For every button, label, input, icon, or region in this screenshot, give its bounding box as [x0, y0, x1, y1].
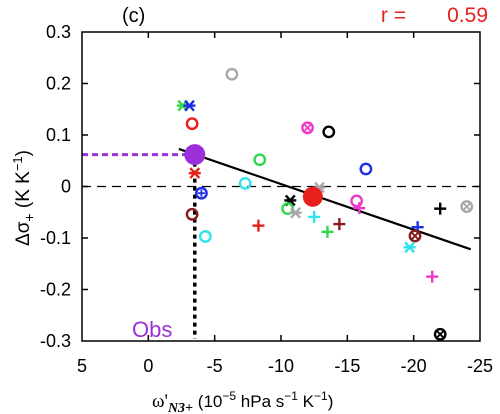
y-tick-label: -0.1 [40, 228, 71, 248]
data-point [460, 200, 474, 213]
data-point [408, 229, 422, 243]
x-tick-label: -15 [334, 356, 360, 376]
axis-ticks: 5 0 -5 -10 -15 -20 -25 -0.3 -0.2 -0.1 0 0.1 0.2 0.3 [40, 22, 493, 376]
point-cross-b [411, 232, 419, 240]
data-point [403, 241, 416, 254]
panel-label: (c) [122, 5, 145, 27]
data-point [434, 202, 447, 215]
x-axis-label-units-end: K [298, 392, 315, 411]
obs-label: Obs [132, 317, 172, 342]
point-star-d2 [189, 167, 201, 179]
obs-point [184, 144, 206, 166]
point-circle [460, 200, 474, 213]
point-cross-b [436, 330, 444, 338]
point-circle [322, 125, 336, 139]
x-axis-label-units-sup2: −1 [284, 389, 298, 403]
x-axis-label-units-sup1: −5 [222, 389, 236, 403]
point-circle [301, 121, 314, 135]
point-circle [433, 327, 447, 341]
data-point [185, 117, 199, 131]
point-circle [350, 194, 364, 208]
x-tick-label: -20 [401, 356, 427, 376]
x-tick-label: 5 [77, 356, 87, 376]
y-axis-label-units-sup: −1 [10, 156, 25, 171]
data-point [426, 270, 439, 283]
data-point [322, 125, 336, 139]
point-circle [359, 162, 373, 176]
data-point [321, 225, 334, 238]
plot-area [81, 31, 481, 342]
data-point [253, 153, 267, 167]
x-axis-label-main: ω' [152, 391, 168, 412]
data-point [238, 177, 252, 190]
data-point [308, 210, 321, 223]
point-circle [253, 153, 267, 167]
x-tick-label: 0 [143, 356, 153, 376]
data-point [188, 167, 201, 179]
y-tick-label: 0.3 [46, 22, 71, 42]
x-axis-label-units-sup3: −1 [314, 389, 328, 403]
correlation-value: 0.59 [447, 4, 488, 27]
highlight-point [302, 186, 323, 207]
data-point [198, 230, 212, 243]
data-point [183, 99, 196, 112]
y-axis-label-units-end: ) [13, 150, 34, 156]
point-circle [408, 229, 422, 243]
x-axis-label: ω'N3+ (10−5 hPa s−1 K−1) [152, 389, 333, 414]
correlation-label: r = [381, 4, 406, 27]
point-star-d2 [404, 241, 416, 254]
data-point [333, 218, 346, 231]
point-circle [185, 207, 199, 221]
data-point [185, 207, 199, 221]
data-point [350, 194, 364, 208]
y-axis-label-units: (K K [13, 171, 34, 208]
y-tick-label: 0.2 [46, 74, 71, 94]
point-circle [225, 67, 239, 81]
y-tick-label: -0.3 [40, 331, 71, 351]
x-axis-label-units: (10 [198, 392, 223, 411]
x-axis-label-units-mid: hPa s [236, 392, 284, 411]
x-axis-label-sub: N3+ [167, 401, 193, 414]
x-tick-label: -10 [268, 356, 294, 376]
point-cross-b [303, 124, 312, 132]
point-circle [198, 230, 212, 243]
y-tick-label: 0.1 [46, 125, 71, 145]
point-cross-b [463, 202, 471, 211]
data-point [301, 121, 314, 135]
data-point [225, 67, 239, 81]
y-tick-label: -0.2 [40, 280, 71, 300]
data-point [289, 206, 302, 219]
data-point [353, 202, 366, 215]
data-point [359, 162, 373, 176]
point-circle [185, 117, 199, 131]
data-point [194, 186, 208, 200]
point-star-d2 [184, 99, 195, 112]
data-point [433, 327, 447, 341]
y-axis-label-main: Δσ [13, 221, 34, 246]
data-marks [176, 67, 474, 341]
x-tick-label: -5 [207, 356, 223, 376]
point-circle [238, 177, 252, 190]
data-point [252, 219, 265, 232]
y-tick-label: 0 [61, 177, 71, 197]
x-tick-label: -25 [467, 356, 493, 376]
y-axis-label: Δσ+ (K K−1) [10, 150, 37, 246]
point-circle [194, 186, 208, 200]
y-axis-label-sub: + [21, 213, 37, 221]
x-axis-label-units-close: ) [328, 392, 334, 411]
regression-line [178, 147, 472, 251]
point-star-d2 [290, 206, 301, 219]
